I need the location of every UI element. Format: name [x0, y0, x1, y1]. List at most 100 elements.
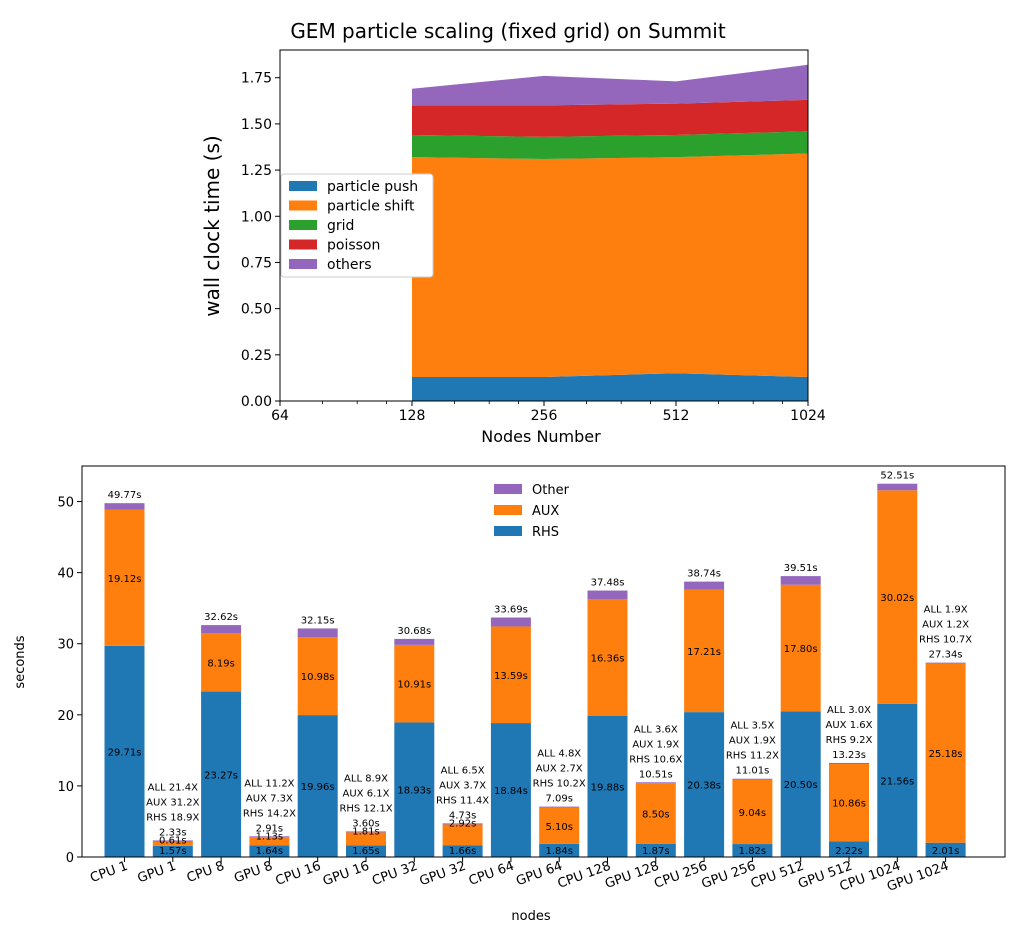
bar-total-label-13: 11.01s: [735, 766, 769, 777]
bar-speedup-label-5-1: AUX 6.1X: [343, 788, 390, 799]
bar-other-17: [925, 662, 966, 664]
area-legend-swatch-2: [289, 220, 317, 230]
bar-x-tick-label-6: CPU 32: [370, 859, 419, 889]
bar-rhs-14: [780, 711, 821, 857]
bar-legend: Other AUX RHS: [494, 483, 570, 540]
bar-aux-12: [684, 589, 725, 713]
bar-speedup-label-11-1: AUX 1.9X: [632, 739, 679, 750]
bar-rhs-label-9: 1.84s: [545, 846, 572, 857]
bar-other-9: [539, 806, 580, 808]
area-series-2: [412, 131, 808, 159]
area-y-tick-label-6: 1.50: [241, 117, 272, 133]
bar-aux-label-8: 13.59s: [494, 671, 528, 682]
bar-speedup-label-3-1: AUX 7.3X: [246, 793, 293, 804]
bar-legend-swatch-0: [494, 484, 522, 494]
bar-speedup-label-9-0: ALL 4.8X: [537, 749, 581, 760]
area-legend-box: [280, 173, 434, 278]
bar-other-1: [152, 840, 193, 842]
bar-rhs-label-1: 1.57s: [159, 846, 186, 857]
bar-rhs-13: [732, 844, 773, 857]
bar-x-tick-label-11: GPU 128: [603, 859, 661, 892]
bar-legend-label-2: RHS: [532, 525, 559, 540]
area-y-axis-label: wall clock time (s): [200, 135, 224, 316]
bar-other-5: [346, 831, 386, 833]
bar-rhs-1: [152, 845, 193, 857]
area-legend-label-4: others: [327, 257, 372, 273]
bar-rhs-label-16: 21.56s: [880, 776, 914, 787]
bar-rhs-7: [442, 845, 483, 857]
bar-other-16: [877, 483, 918, 491]
bar-rhs-12: [684, 712, 725, 857]
area-x-tick-label-1: 128: [399, 408, 426, 424]
bar-aux-label-17: 25.18s: [929, 749, 963, 760]
bar-aux-label-5: 1.81s: [352, 826, 379, 837]
bar-speedup-label-11-2: RHS 10.6X: [629, 754, 682, 765]
bar-total-label-8: 33.69s: [494, 604, 528, 615]
bar-aux-15: [829, 764, 869, 842]
area-y-tick-label-0: 0.00: [241, 394, 272, 410]
area-y-tick-label-2: 0.50: [241, 302, 272, 318]
bar-rhs-5: [346, 845, 386, 857]
bar-x-tick-label-13: GPU 256: [700, 859, 758, 892]
bar-y-tick-label-5: 50: [57, 496, 74, 511]
bar-aux-label-3: 1.13s: [256, 831, 283, 842]
bar-aux-6: [394, 644, 435, 723]
area-legend-swatch-3: [289, 239, 317, 250]
bar-rhs-15: [829, 841, 869, 857]
bar-rhs-label-15: 2.22s: [835, 846, 862, 857]
bar-other-0: [104, 503, 145, 510]
bar-rhs-17: [925, 842, 966, 857]
bar-aux-label-1: 0.61s: [159, 836, 186, 847]
area-x-tick-label-4: 1024: [790, 408, 826, 424]
bar-speedup-label-15-2: RHS 9.2X: [826, 735, 873, 746]
bar-speedup-label-1-2: RHS 18.9X: [146, 812, 199, 823]
bar-aux-label-0: 19.12s: [108, 574, 142, 585]
bar-other-12: [684, 581, 725, 590]
bar-total-label-15: 13.23s: [832, 750, 866, 761]
bar-speedup-label-9-1: AUX 2.7X: [536, 764, 583, 775]
bar-total-label-6: 30.68s: [397, 626, 431, 637]
bar-total-label-1: 2.33s: [159, 827, 186, 838]
bar-rhs-label-8: 18.84s: [494, 786, 528, 797]
bar-rhs-10: [587, 715, 628, 857]
bar-rhs-11: [635, 843, 676, 857]
bar-aux-label-9: 5.10s: [545, 822, 572, 833]
bar-speedup-label-3-0: ALL 11.2X: [244, 778, 294, 789]
bar-rhs-2: [201, 691, 242, 857]
bar-rhs-8: [490, 723, 531, 857]
bar-rhs-label-2: 23.27s: [204, 770, 238, 781]
bar-aux-label-10: 16.36s: [591, 654, 625, 665]
bar-speedup-label-1-0: ALL 21.4X: [148, 782, 198, 793]
bar-aux-17: [925, 663, 966, 843]
bar-other-7: [442, 823, 483, 825]
bar-rhs-label-0: 29.71s: [108, 747, 142, 758]
bar-total-label-7: 4.73s: [449, 810, 476, 821]
area-x-axis-label: Nodes Number: [481, 427, 601, 446]
bar-other-8: [490, 617, 531, 627]
bar-plot-frame: [81, 465, 1006, 858]
bar-legend-label-1: AUX: [532, 504, 559, 519]
area-series-4: [412, 64, 808, 106]
bar-aux-11: [635, 783, 676, 844]
bar-other-2: [201, 625, 242, 634]
bar-rhs-label-13: 1.82s: [739, 846, 766, 857]
area-series-0: [412, 373, 808, 401]
bar-speedup-label-5-0: ALL 8.9X: [344, 773, 388, 784]
bar-aux-7: [442, 824, 483, 846]
bar-aux-label-12: 17.21s: [687, 647, 721, 658]
bar-rhs-label-3: 1.64s: [256, 846, 283, 857]
bar-aux-1: [152, 841, 193, 846]
bar-rhs-label-14: 20.50s: [784, 780, 818, 791]
bar-x-tick-label-8: CPU 64: [467, 859, 516, 889]
bar-aux-16: [877, 490, 918, 704]
bar-speedup-label-13-2: RHS 11.2X: [726, 751, 779, 762]
bar-other-13: [732, 778, 773, 780]
bar-aux-label-14: 17.80s: [784, 644, 818, 655]
bar-other-4: [297, 628, 338, 638]
area-legend-label-2: grid: [327, 218, 354, 234]
bar-rhs-6: [394, 722, 435, 857]
bar-aux-8: [490, 626, 531, 724]
bar-total-label-3: 2.91s: [256, 823, 283, 834]
area-x-tick-label-3: 512: [663, 408, 690, 424]
bar-y-tick-label-2: 20: [57, 709, 74, 724]
